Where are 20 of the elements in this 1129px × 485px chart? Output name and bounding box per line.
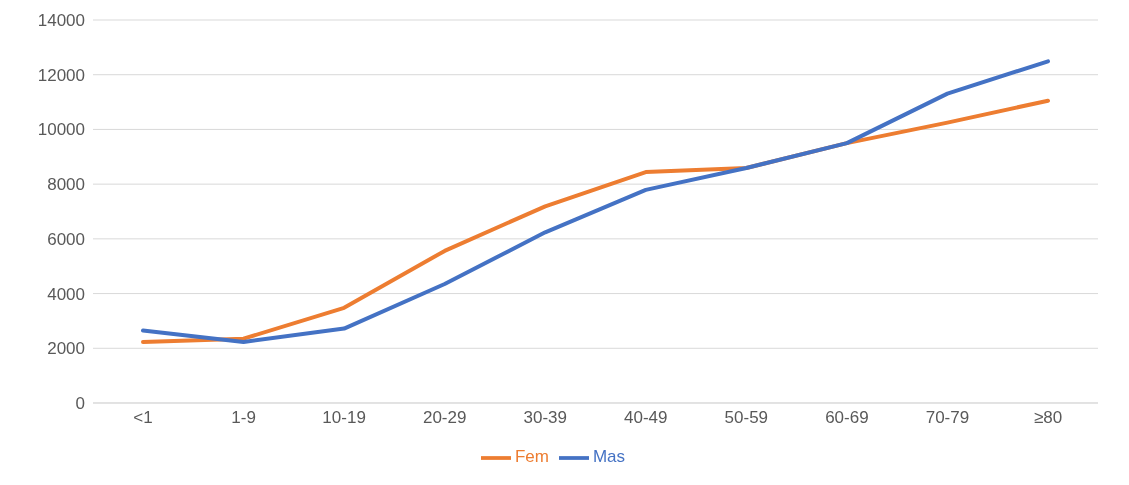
- x-tick-label: 60-69: [825, 408, 869, 428]
- legend-label: Fem: [514, 447, 549, 467]
- y-tick-label: 8000: [47, 175, 85, 195]
- y-tick-label: 12000: [37, 65, 85, 85]
- y-tick-label: 0: [75, 394, 85, 414]
- x-tick-label: 40-49: [624, 408, 668, 428]
- x-tick-label: <1: [133, 408, 153, 428]
- x-tick-label: ≥80: [1033, 408, 1063, 428]
- x-tick-label: 70-79: [925, 408, 970, 428]
- y-tick-label: 2000: [47, 339, 85, 359]
- x-tick-label: 1-9: [231, 408, 256, 428]
- y-tick-label: 6000: [47, 229, 85, 249]
- x-tick-label: 30-39: [523, 408, 567, 428]
- legend-label: Mas: [592, 447, 626, 467]
- x-tick-label: 10-19: [322, 408, 366, 428]
- y-tick-label: 10000: [37, 120, 85, 140]
- y-tick-label: 14000: [37, 11, 85, 31]
- x-tick-label: 20-29: [422, 408, 467, 428]
- y-tick-label: 4000: [47, 284, 85, 304]
- x-tick-label: 50-59: [724, 408, 769, 428]
